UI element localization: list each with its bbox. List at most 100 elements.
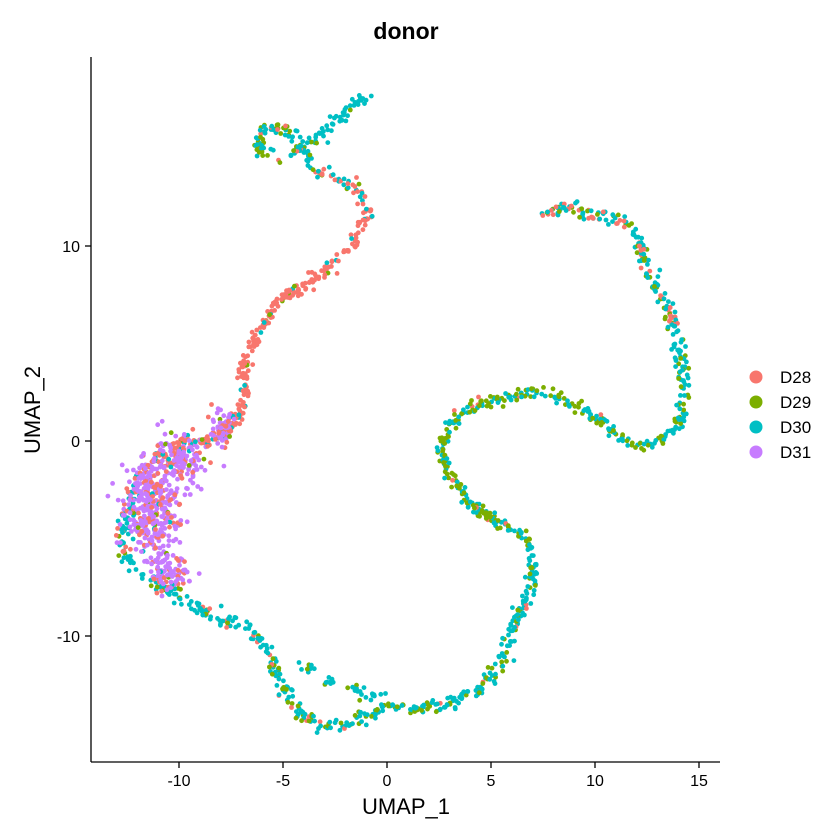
point-d30: [289, 687, 294, 692]
point-d28: [165, 510, 171, 516]
point-d29: [270, 656, 276, 662]
point-d31: [148, 569, 154, 574]
point-d30: [261, 320, 267, 325]
point-d29: [624, 438, 630, 444]
point-d31: [142, 535, 148, 541]
point-d30: [473, 693, 479, 699]
point-d30: [512, 638, 517, 644]
point-d30: [437, 706, 443, 712]
point-d28: [244, 376, 250, 381]
point-d28: [476, 394, 481, 400]
point-d30: [662, 291, 668, 296]
point-d28: [153, 545, 158, 551]
point-d31: [180, 577, 186, 583]
point-d30: [678, 393, 683, 398]
point-d28: [163, 469, 169, 474]
point-d30: [641, 441, 647, 447]
point-d30: [672, 341, 678, 347]
point-d28: [176, 558, 181, 563]
point-d28: [239, 417, 245, 422]
point-d31: [145, 542, 150, 548]
legend-key-d30: [749, 420, 763, 434]
point-d30: [442, 475, 447, 481]
point-d31: [159, 593, 165, 599]
point-d28: [245, 368, 251, 374]
point-d30: [268, 146, 274, 152]
point-d30: [456, 700, 461, 706]
point-d29: [463, 692, 469, 698]
point-d29: [486, 401, 491, 406]
point-d31: [175, 476, 180, 482]
point-d30: [369, 691, 375, 697]
point-d31: [117, 522, 123, 527]
point-d28: [361, 210, 366, 216]
point-d31: [166, 482, 172, 488]
point-d30: [565, 398, 570, 404]
point-d31: [129, 529, 134, 534]
point-d31: [168, 579, 174, 585]
point-d31: [151, 520, 157, 526]
point-d28: [223, 423, 229, 429]
point-d28: [225, 419, 231, 424]
point-d30: [492, 510, 498, 516]
point-d31: [181, 432, 187, 437]
point-d30: [276, 676, 282, 682]
point-d28: [647, 268, 653, 274]
point-d30: [296, 660, 302, 665]
y-axis-title: UMAP_2: [20, 366, 45, 454]
point-d30: [603, 217, 609, 223]
point-d28: [334, 271, 340, 276]
point-d30: [120, 530, 125, 535]
point-d31: [164, 587, 170, 593]
point-d28: [355, 230, 361, 236]
point-d30: [314, 730, 320, 735]
point-d28: [152, 451, 158, 457]
point-d30: [130, 536, 136, 542]
point-d30: [361, 685, 367, 690]
point-d29: [488, 394, 493, 399]
point-d31: [180, 453, 186, 459]
x-tick-label: -5: [276, 773, 290, 790]
point-d30: [258, 644, 263, 650]
point-d30: [328, 725, 333, 731]
point-d28: [317, 719, 323, 725]
point-d31: [184, 471, 190, 477]
point-d30: [672, 427, 677, 432]
x-tick-label: 0: [383, 773, 392, 790]
point-d29: [571, 209, 576, 215]
point-d29: [178, 586, 183, 592]
point-d28: [355, 219, 361, 225]
point-d31: [163, 520, 169, 525]
point-d31: [159, 522, 165, 528]
point-d30: [289, 138, 295, 144]
point-d29: [338, 720, 344, 726]
point-d28: [348, 232, 354, 238]
point-d30: [349, 96, 355, 102]
point-d30: [456, 421, 462, 426]
point-d30: [496, 653, 502, 659]
point-d30: [255, 636, 261, 641]
point-d30: [459, 696, 465, 702]
point-d29: [352, 713, 358, 718]
point-d31: [172, 469, 177, 475]
legend-key-d31: [749, 445, 763, 459]
point-d28: [247, 344, 253, 350]
point-d30: [362, 101, 367, 106]
point-d28: [249, 329, 255, 335]
point-d28: [235, 402, 241, 407]
point-d28: [254, 327, 260, 333]
point-d31: [138, 518, 144, 523]
point-d31: [131, 467, 136, 473]
point-d30: [630, 229, 636, 235]
point-d31: [158, 551, 164, 557]
point-d28: [255, 339, 261, 344]
point-d29: [292, 283, 297, 289]
point-d28: [124, 486, 130, 491]
point-d30: [192, 607, 198, 613]
point-d29: [287, 128, 293, 134]
point-d30: [347, 103, 353, 109]
point-d30: [473, 688, 479, 693]
point-d29: [309, 139, 314, 145]
point-d29: [500, 404, 506, 409]
point-d30: [288, 153, 294, 159]
